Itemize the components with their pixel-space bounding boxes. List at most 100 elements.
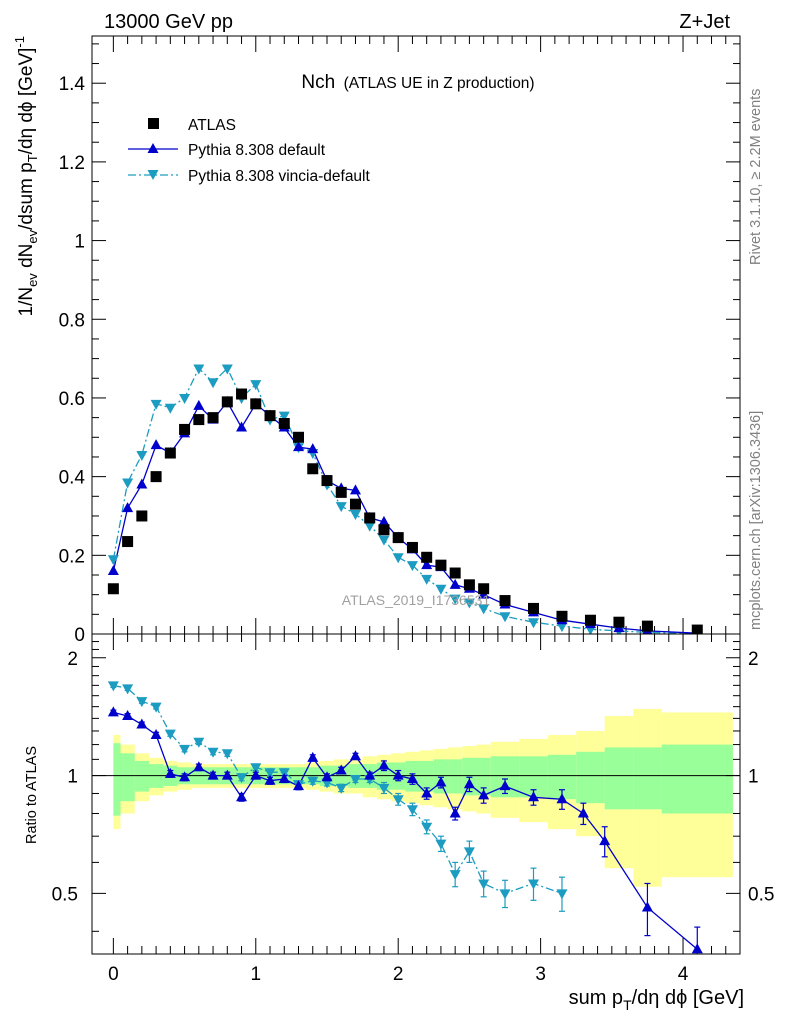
ratio-band-inner bbox=[661, 744, 733, 814]
ratio-y-tick-label-right: 0.5 bbox=[748, 884, 774, 905]
ratio-default-point bbox=[164, 767, 176, 778]
main-atlas-point bbox=[307, 463, 319, 475]
ratio-vincia-point bbox=[236, 773, 248, 784]
main-vincia-point bbox=[463, 598, 475, 609]
ratio-default-point bbox=[321, 771, 333, 782]
main-vincia-point bbox=[421, 574, 433, 585]
ratio-vincia-point bbox=[307, 776, 319, 787]
main-atlas-point bbox=[278, 418, 290, 430]
ratio-default-point bbox=[435, 776, 447, 787]
x-tick-label: 3 bbox=[535, 964, 546, 985]
main-y-tick-label: 1.4 bbox=[59, 74, 86, 95]
ratio-default-point bbox=[527, 791, 539, 802]
main-default-point bbox=[307, 443, 319, 454]
legend-entry-default: Pythia 8.308 default bbox=[128, 142, 326, 159]
main-y-tick-label: 0.2 bbox=[59, 546, 85, 567]
main-atlas-point bbox=[584, 614, 596, 626]
ratio-vincia-point bbox=[179, 744, 191, 755]
ratio-default-point bbox=[556, 793, 568, 804]
main-vincia-point bbox=[136, 450, 148, 461]
legend-entry-atlas: ATLAS bbox=[148, 117, 236, 134]
main-vincia-point bbox=[250, 380, 262, 391]
ratio-band-inner bbox=[476, 757, 491, 796]
ratio-vincia-point bbox=[207, 747, 219, 758]
main-vincia-point bbox=[392, 553, 404, 564]
ratio-default-point bbox=[307, 751, 319, 762]
ratio-vincia-point bbox=[406, 805, 418, 816]
ylabel-sup: -1 bbox=[12, 36, 27, 48]
legend-label-atlas: ATLAS bbox=[188, 117, 236, 134]
ratio-default-point bbox=[107, 706, 119, 717]
xlabel-part-b: /dη dϕ [GeV] bbox=[632, 987, 744, 1009]
xlabel-part-a: sum p bbox=[569, 987, 623, 1009]
main-atlas-point bbox=[264, 410, 276, 422]
main-atlas-point bbox=[478, 583, 490, 595]
ratio-default-point bbox=[641, 901, 653, 912]
ylabel-part-a: 1/N bbox=[16, 287, 37, 317]
ratio-vincia-point bbox=[527, 879, 539, 890]
ratio-default-point bbox=[250, 769, 262, 780]
main-vincia-point bbox=[278, 411, 290, 422]
ratio-band-inner bbox=[134, 760, 149, 792]
ratio-band-inner bbox=[419, 760, 434, 792]
main-data-layer bbox=[107, 364, 703, 634]
ratio-default-point bbox=[463, 778, 475, 789]
main-vincia-point bbox=[435, 584, 447, 595]
ratio-vincia-point bbox=[122, 684, 134, 695]
ylabel-part-c: /dsum p bbox=[16, 162, 37, 230]
main-vincia-point bbox=[193, 364, 205, 375]
main-atlas-point bbox=[364, 512, 376, 524]
ylabel-part-d: /dη dϕ [GeV] bbox=[16, 48, 37, 155]
ratio-y-tick-label-right: 1 bbox=[748, 767, 759, 788]
ratio-vincia-point bbox=[499, 889, 511, 900]
ratio-vincia-point bbox=[250, 763, 262, 774]
ratio-default-point bbox=[499, 780, 511, 791]
ratio-y-tick-label: 1 bbox=[67, 767, 78, 788]
main-vincia-line bbox=[112, 367, 698, 634]
main-default-point bbox=[349, 484, 361, 495]
main-atlas-point bbox=[449, 567, 461, 579]
main-title-text: Nch bbox=[301, 72, 335, 93]
main-vincia-point bbox=[207, 378, 219, 389]
ratio-band-inner bbox=[604, 747, 634, 810]
main-atlas-point bbox=[122, 536, 134, 548]
ratio-vincia-point bbox=[463, 847, 475, 858]
ratio-default-line bbox=[113, 711, 698, 950]
main-atlas-point bbox=[236, 388, 248, 400]
ratio-default-point bbox=[392, 769, 404, 780]
main-vincia-point bbox=[107, 555, 119, 566]
ratio-default-point bbox=[599, 835, 611, 846]
main-vincia-point bbox=[478, 604, 490, 615]
ratio-frame bbox=[91, 633, 741, 955]
main-vincia-point bbox=[349, 510, 361, 521]
main-atlas-point bbox=[392, 532, 404, 544]
header-left: 13000 GeV pp bbox=[104, 11, 233, 33]
main-default-point bbox=[421, 559, 433, 570]
ratio-vincia-point bbox=[449, 870, 461, 881]
x-axis-label: sum pT/dη dϕ [GeV] bbox=[569, 987, 744, 1013]
legend: ATLAS Pythia 8.308 default Pythia 8.308 … bbox=[128, 117, 371, 185]
main-atlas-point bbox=[164, 447, 176, 459]
ratio-default-point bbox=[136, 718, 148, 729]
header-right: Z+Jet bbox=[679, 11, 730, 33]
main-vincia-point bbox=[221, 364, 233, 375]
main-default-point bbox=[449, 578, 461, 589]
ratio-default-point bbox=[577, 807, 589, 818]
ratio-default-point bbox=[207, 769, 219, 780]
main-atlas-point bbox=[293, 431, 305, 443]
ratio-default-point bbox=[406, 772, 418, 783]
main-atlas-point bbox=[335, 486, 347, 498]
ratio-uncertainty-bands bbox=[113, 708, 733, 887]
ratio-band-inner bbox=[576, 751, 605, 804]
legend-label-default: Pythia 8.308 default bbox=[188, 142, 326, 159]
ratio-vincia-point bbox=[335, 783, 347, 794]
ratio-band-inner bbox=[113, 743, 121, 816]
ratio-vincia-point bbox=[150, 702, 162, 713]
main-default-point bbox=[107, 565, 119, 576]
main-vincia-point bbox=[179, 393, 191, 404]
x-tick-label: 1 bbox=[250, 964, 261, 985]
legend-entry-vincia: Pythia 8.308 vincia-default bbox=[128, 168, 371, 185]
ratio-default-point bbox=[264, 774, 276, 785]
ratio-vincia-point bbox=[378, 783, 390, 794]
